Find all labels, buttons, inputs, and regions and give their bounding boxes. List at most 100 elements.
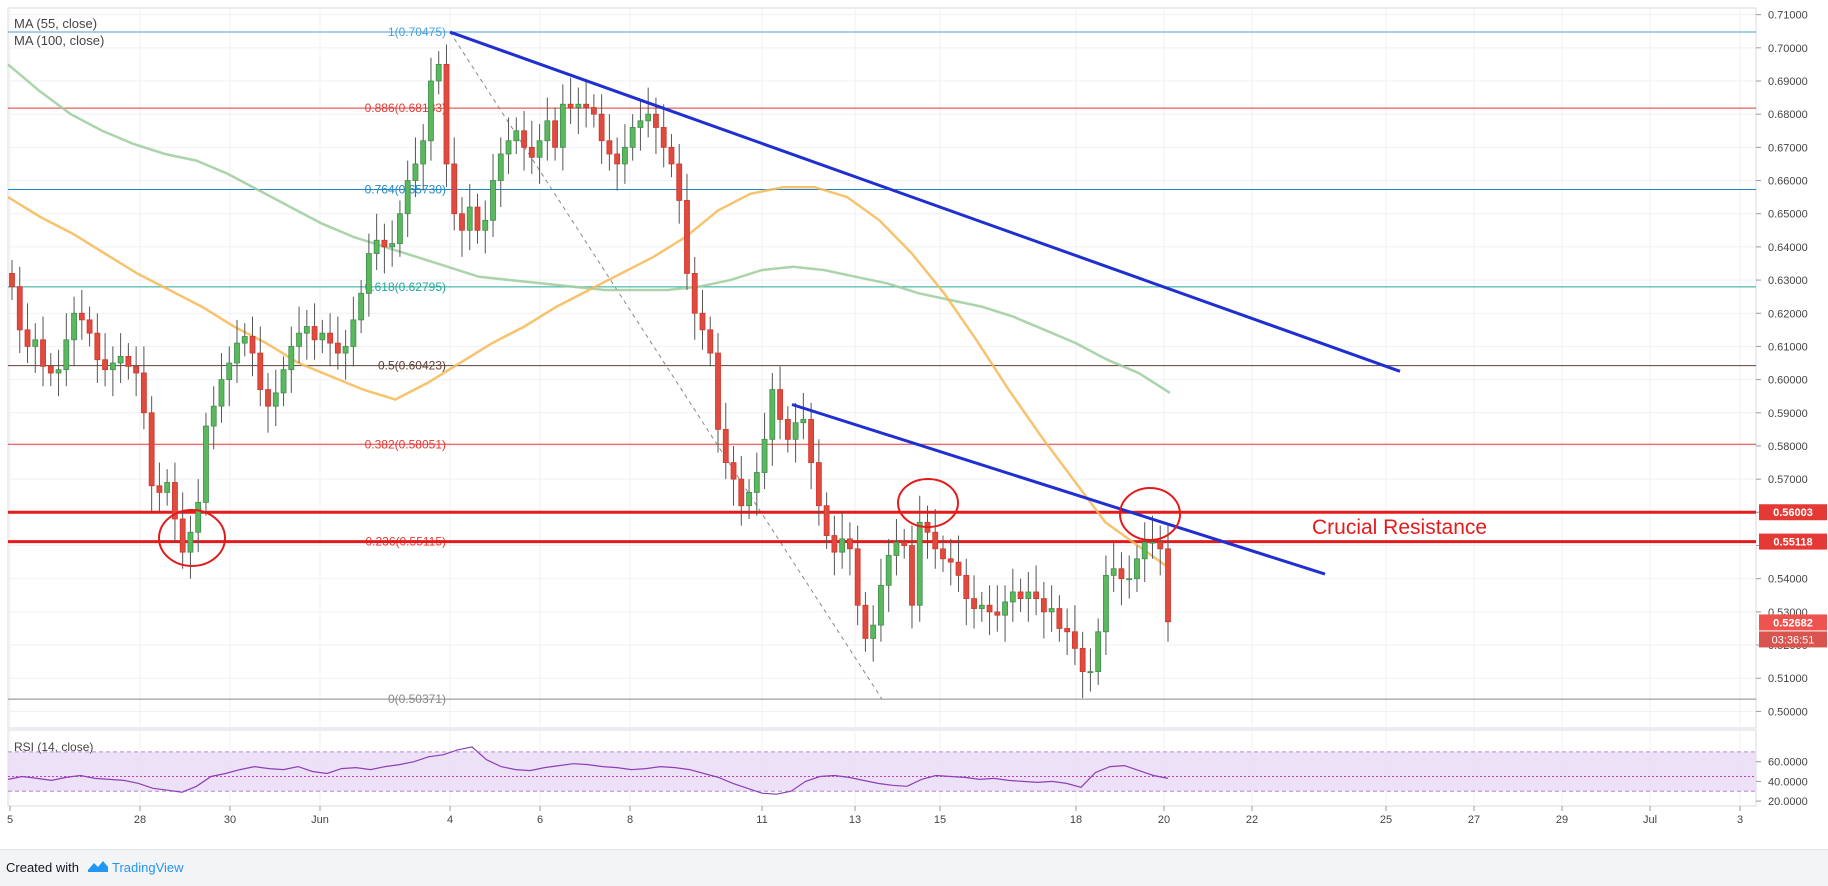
candle-body <box>86 319 93 334</box>
fib-level-label: 0.5(0.60423) <box>378 359 446 373</box>
candle-body <box>699 312 706 331</box>
candle-body <box>203 425 209 503</box>
candle-body <box>839 538 846 553</box>
candle-body <box>1071 631 1078 649</box>
candle-body <box>792 422 799 440</box>
candle-body <box>637 120 644 128</box>
rsi-tick-label: 40.0000 <box>1768 776 1808 788</box>
x-tick-label: 5 <box>7 814 13 826</box>
y-tick-label: 0.50000 <box>1768 706 1808 718</box>
ma100-label: MA (100, close) <box>14 33 105 48</box>
candle-body <box>109 362 116 371</box>
candle-body <box>831 535 838 553</box>
candle-body <box>769 389 776 440</box>
candle-body <box>971 598 977 609</box>
fib-level-label: 0.886(0.68183) <box>365 101 446 115</box>
y-tick-label: 0.60000 <box>1768 375 1808 387</box>
candle-body <box>9 273 15 288</box>
x-tick-label: 11 <box>756 814 767 826</box>
candle-body <box>288 346 295 371</box>
candle-body <box>746 492 752 507</box>
fib-level-label: 1(0.70475) <box>388 25 446 39</box>
candle-body <box>645 113 652 122</box>
candle-body <box>878 584 884 626</box>
candle-body <box>280 369 287 394</box>
y-tick-label: 0.57000 <box>1768 474 1808 486</box>
candle-body <box>490 180 496 221</box>
candle-body <box>397 213 403 244</box>
candle-body <box>435 64 442 82</box>
candle-body <box>303 326 310 334</box>
candle-body <box>575 103 582 108</box>
x-tick-label: 25 <box>1380 814 1392 826</box>
candle-body <box>451 163 458 215</box>
candle-body <box>528 146 535 158</box>
candle-body <box>1087 671 1094 673</box>
candle-body <box>513 130 520 142</box>
ma100-line <box>7 63 1171 394</box>
tradingview-link[interactable]: TradingView <box>112 860 184 875</box>
candle-body <box>1157 541 1164 550</box>
y-tick-label: 0.61000 <box>1768 341 1808 353</box>
candle-body <box>505 140 512 155</box>
candle-body <box>210 405 217 427</box>
candle-body <box>327 332 333 344</box>
candle-body <box>784 419 791 440</box>
candle-body <box>893 541 900 556</box>
candle-body <box>265 389 271 407</box>
x-tick-label: 22 <box>1246 814 1258 826</box>
candle-body <box>870 624 877 639</box>
candle-body <box>567 103 574 108</box>
candle-body <box>536 140 543 158</box>
candle-body <box>1103 574 1109 633</box>
rsi-label: RSI (14, close) <box>14 740 94 754</box>
price-tag-label: 0.55118 <box>1773 537 1812 549</box>
candle-body <box>715 352 721 430</box>
candle-body <box>808 419 815 463</box>
candle-body <box>1141 541 1148 560</box>
candle-body <box>978 604 985 609</box>
candle-body <box>1017 591 1024 599</box>
candle-body <box>16 286 23 331</box>
candle-body <box>823 505 830 536</box>
x-tick-label: 29 <box>1556 814 1568 826</box>
candle-body <box>1118 568 1125 580</box>
candle-body <box>955 561 962 576</box>
candle-body <box>738 478 745 507</box>
candle-body <box>32 339 39 347</box>
y-tick-label: 0.64000 <box>1768 242 1808 254</box>
candle-body <box>722 428 729 463</box>
x-tick-label: Jun <box>311 814 329 826</box>
candle-body <box>614 153 621 165</box>
candle-body <box>777 389 783 420</box>
candle-body <box>164 482 171 493</box>
rsi-tick-label: 60.0000 <box>1768 757 1808 769</box>
candle-body <box>482 219 489 231</box>
candle-body <box>1064 628 1071 633</box>
candle-body <box>218 379 225 407</box>
candle-body <box>172 482 178 520</box>
candle-body <box>901 541 908 546</box>
y-tick-label: 0.59000 <box>1768 408 1808 420</box>
upper-trendline <box>449 30 1401 373</box>
candle-body <box>947 558 954 563</box>
candle-body <box>815 462 822 507</box>
candle-body <box>350 319 357 347</box>
y-tick-label: 0.66000 <box>1768 176 1808 188</box>
candle-body <box>1079 647 1086 672</box>
price-tag-label: 0.56003 <box>1773 507 1813 519</box>
candle-body <box>1033 591 1040 599</box>
candle-body <box>389 243 396 248</box>
tradingview-logo-icon[interactable] <box>86 858 110 876</box>
candle-body <box>629 127 636 148</box>
x-tick-label: 8 <box>627 814 633 826</box>
candle-body <box>1110 568 1117 576</box>
candle-body <box>296 332 302 347</box>
candle-body <box>606 140 613 155</box>
candle-body <box>443 64 450 165</box>
price-chart: 0.71000 0.70000 0.69000 0.68000 0.67000 0.660… <box>7 7 1827 826</box>
fib-level-label: 0.618(0.62795) <box>365 280 446 294</box>
y-tick-label: 0.67000 <box>1768 142 1808 154</box>
y-tick-label: 0.54000 <box>1768 574 1808 586</box>
candle-body <box>24 329 31 347</box>
